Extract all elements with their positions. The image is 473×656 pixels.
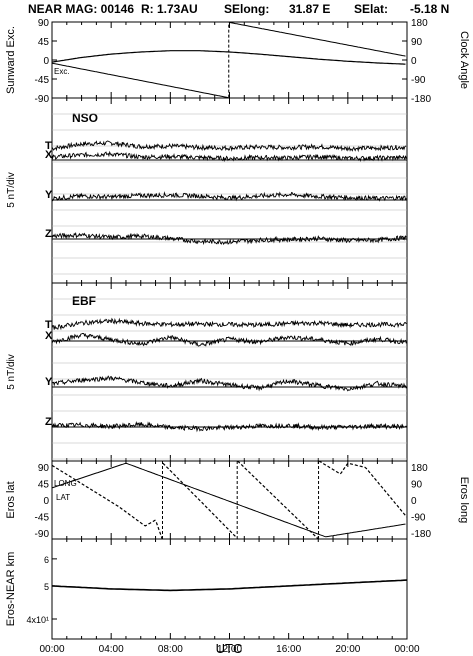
eros-right-tick-label: -90 [411, 513, 426, 524]
eros-right-tick-label: 90 [411, 480, 423, 491]
range-tick-label: 4x10¹ [26, 615, 49, 625]
utc-tick-label: 16:00 [276, 644, 301, 655]
orientation-panel-frame [51, 21, 408, 99]
ebf-axis-label: 5 nT/div [6, 354, 17, 390]
eros-panel-frame [51, 460, 408, 540]
clock-angle-line [51, 62, 229, 99]
selat-value: -5.18 N [410, 2, 449, 16]
range-label: R: 1.73AU [141, 2, 198, 16]
orientation-left-tick-label: -45 [35, 75, 50, 86]
clock-angle-line [229, 21, 406, 57]
selong-value: 31.87 E [289, 2, 330, 16]
nso-component-label-y: Y [45, 189, 53, 201]
utc-tick-label: 08:00 [158, 644, 183, 655]
nso-title: NSO [72, 111, 98, 125]
eros-long-axis-label: Eros long [458, 477, 470, 523]
selat-label: SElat: [354, 2, 388, 16]
orientation-right-tick-label: 0 [411, 56, 417, 67]
ebf-component-label-z: Z [45, 416, 52, 428]
orientation-left-tick-label: 90 [38, 18, 50, 29]
axis-labels: Sunward Exc. Clock Angle 5 nT/div 5 nT/d… [5, 26, 470, 656]
eros-right-tick-label: 0 [411, 496, 417, 507]
header: NEAR MAG: 00146 R: 1.73AU SElong: 31.87 … [28, 2, 449, 16]
ebf-title: EBF [72, 294, 96, 308]
ebf-component-label-t: T [45, 319, 52, 331]
orientation-left-tick-label: -90 [35, 94, 50, 105]
eros-lat-line [51, 462, 406, 538]
eros-left-tick-label: 90 [38, 463, 50, 474]
eros-left-tick-label: -90 [35, 529, 50, 540]
utc-tick-label: 00:00 [394, 644, 419, 655]
ebf-component-label-x: X [45, 330, 53, 342]
orientation-right-tick-label: -90 [411, 75, 426, 86]
eros-long-line [51, 464, 163, 539]
nso-axis-label: 5 nT/div [6, 172, 17, 208]
nso-component-label-x: X [45, 149, 53, 161]
eros-lat-axis-label: Eros lat [5, 481, 17, 518]
orientation-left-tick-label: 45 [38, 37, 50, 48]
eros-long-line [318, 460, 408, 518]
range-tick-label: 6 [44, 555, 49, 565]
eros-left-tick-label: 0 [43, 496, 49, 507]
lat-inline-label: LAT [56, 493, 70, 502]
nso-component-label-t: T [45, 140, 52, 152]
eros-right-tick-label: 180 [411, 463, 428, 474]
utc-tick-label: 20:00 [335, 644, 360, 655]
ebf-component-label-y: Y [45, 376, 53, 388]
nso-trace-y [51, 191, 407, 202]
nso-trace-z [51, 231, 407, 246]
sunward-axis-label: Sunward Exc. [5, 26, 17, 94]
clock-axis-label: Clock Angle [458, 31, 470, 89]
exc-inline-label: Exc. [54, 67, 70, 76]
ebf-trace-y [51, 375, 407, 392]
nso-trace-t [51, 140, 407, 153]
utc-tick-label: 12:00 [217, 644, 242, 655]
eros-left-tick-label: -45 [35, 513, 50, 524]
range-axis-label: Eros-NEAR km [5, 552, 17, 627]
utc-tick-label: 04:00 [99, 644, 124, 655]
utc-axis-label: UTC [216, 641, 243, 656]
nso-component-label-z: Z [45, 228, 52, 240]
ebf-panel-frame [51, 282, 408, 462]
eros-long-line [162, 462, 237, 538]
ebf-trace-t [51, 317, 407, 331]
nso-panel-frame [51, 97, 408, 284]
range-tick-label: 5 [44, 582, 49, 592]
ebf-trace-z [51, 421, 407, 433]
panel-frames [51, 21, 408, 640]
eros-right-tick-label: -180 [411, 529, 431, 540]
mission-label: NEAR MAG: 00146 [28, 2, 134, 16]
ebf-trace-x [51, 333, 407, 347]
eros-long-line [237, 460, 319, 540]
orientation-right-tick-label: 90 [411, 37, 423, 48]
range-line [51, 579, 408, 592]
nso-trace-x [51, 150, 407, 163]
orientation-right-tick-label: 180 [411, 18, 428, 29]
orientation-right-tick-label: -180 [411, 94, 431, 105]
selong-label: SElong: [224, 2, 269, 16]
orientation-left-tick-label: 0 [43, 56, 49, 67]
eros-left-tick-label: 45 [38, 480, 50, 491]
plot-layer: 90450-45-90180900-90-180TXYZTXYZ90450-45… [26, 18, 431, 655]
utc-tick-label: 00:00 [39, 644, 64, 655]
